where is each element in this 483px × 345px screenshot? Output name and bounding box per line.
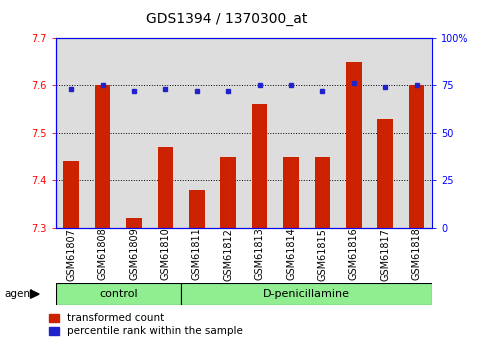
Bar	[338, 38, 369, 228]
Text: agent: agent	[5, 289, 35, 299]
Bar	[252, 104, 268, 228]
Bar	[157, 147, 173, 228]
Text: control: control	[99, 289, 138, 299]
Text: D-penicillamine: D-penicillamine	[263, 289, 350, 299]
Bar	[189, 190, 205, 228]
Bar	[95, 85, 111, 228]
Bar	[126, 218, 142, 228]
Bar	[220, 157, 236, 228]
Bar	[401, 38, 432, 228]
Bar	[409, 85, 425, 228]
FancyBboxPatch shape	[56, 283, 181, 305]
Bar	[87, 38, 118, 228]
Bar	[275, 38, 307, 228]
Legend: transformed count, percentile rank within the sample: transformed count, percentile rank withi…	[49, 313, 243, 336]
Text: GDS1394 / 1370300_at: GDS1394 / 1370300_at	[146, 12, 308, 26]
Bar	[377, 119, 393, 228]
Bar	[283, 157, 299, 228]
Bar	[244, 38, 275, 228]
FancyBboxPatch shape	[181, 283, 432, 305]
Bar	[307, 38, 338, 228]
Bar	[150, 38, 181, 228]
Bar	[314, 157, 330, 228]
Bar	[346, 62, 362, 228]
Bar	[56, 38, 87, 228]
Bar	[118, 38, 150, 228]
Bar	[213, 38, 244, 228]
Bar	[181, 38, 213, 228]
Bar	[63, 161, 79, 228]
Bar	[369, 38, 401, 228]
